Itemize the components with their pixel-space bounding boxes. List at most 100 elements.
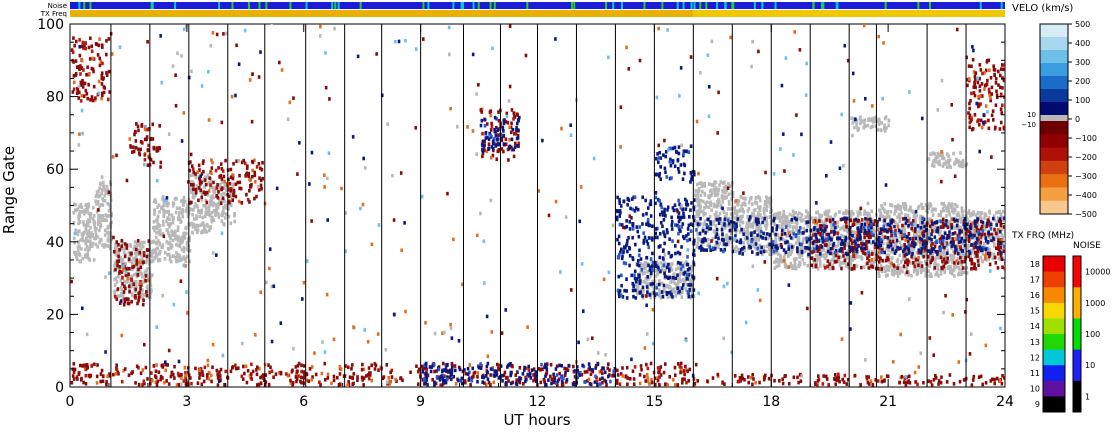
rti-cell [719,203,723,208]
rti-cell [162,223,165,227]
rti-cell [351,382,355,387]
rti-cell [119,285,123,290]
rti-cell [249,185,252,189]
rti-cell [102,180,105,185]
noise-fleck [605,2,608,9]
rti-cell [891,230,895,235]
rti-cell [904,256,908,261]
rti-cell [775,259,778,264]
rti-cell [296,363,300,368]
rti-cell [929,260,932,265]
rti-cell [204,198,208,203]
noise-fleck [774,2,777,9]
rti-cell [103,228,107,233]
rti-cell [180,372,183,377]
rti-cell [77,90,81,95]
rti-cell [177,217,180,222]
rti-cell [274,372,278,376]
rti-cell [508,137,511,142]
rti-cell [961,209,965,213]
rti-cell [691,291,694,295]
rti-cell [175,206,179,210]
rti-cell [192,185,195,189]
rti-cell [738,230,742,234]
rti-cell [72,87,76,92]
rti-cell [115,367,119,372]
rti-cell [757,224,761,229]
rti-cell [812,220,815,224]
rti-cell [901,257,905,261]
rti-cell [159,377,162,382]
rti-cell [843,224,846,229]
rti-cell [973,93,977,98]
rti-cell [685,288,688,293]
rti-cell [563,366,566,371]
noise-fleck [305,2,308,9]
rti-cell [974,267,978,271]
rti-cell [976,210,980,215]
rti-cell [95,381,99,385]
rti-cell [107,213,111,218]
rti-cell [143,293,147,297]
rti-cell [216,192,220,196]
rti-cell [251,160,255,165]
rti-cell [139,286,142,291]
rti-cell [99,181,102,186]
rti-cell [910,273,913,278]
rti-cell [968,220,971,224]
rti-cell [970,248,973,253]
rti-cell [849,238,853,242]
rti-cell [135,364,139,369]
rti-cell [105,52,108,57]
rti-cell [762,209,766,213]
rti-cell [114,247,117,251]
rti-cell [222,191,225,196]
rti-cell [106,244,109,248]
rti-cell [81,78,84,83]
rti-cell [98,225,102,229]
rti-cell [72,60,75,64]
rti-cell [615,381,619,385]
rti-cell [893,220,897,224]
rti-cell [210,201,214,206]
rti-cell [863,251,867,256]
rti-cell [850,209,854,214]
rti-cell [848,258,852,262]
rti-cell [928,224,932,229]
rti-cell [916,257,920,262]
rti-cell [998,209,1001,214]
rti-cell [134,294,137,298]
rti-cell [945,208,949,213]
rti-cell [952,254,956,258]
rti-cell [968,125,971,130]
rti-cell [114,243,117,247]
rti-cell [701,189,704,194]
rti-cell [74,39,78,44]
rti-cell [678,273,682,277]
rti-cell [120,244,123,249]
rti-cell [678,365,682,369]
rti-cell [753,200,757,205]
rti-cell [80,93,84,98]
rti-cell [137,291,141,296]
rti-cell [734,210,738,215]
rti-cell [942,249,945,254]
rti-cell [184,259,188,264]
rti-cell [873,219,877,223]
rti-cell [174,197,178,201]
rti-cell [214,202,217,207]
rti-cell [261,160,264,165]
rti-cell [960,259,964,264]
rti-cell [247,174,250,178]
rti-cell [155,382,159,387]
rti-cell [710,188,713,193]
rti-cell [817,374,820,378]
rti-cell [913,267,917,272]
rti-cell [991,109,995,113]
rti-cell [152,219,156,224]
rti-cell [435,369,438,373]
rti-cell [885,241,889,246]
rti-cell [216,383,220,387]
rti-cell [639,266,643,270]
rti-cell [910,254,913,259]
